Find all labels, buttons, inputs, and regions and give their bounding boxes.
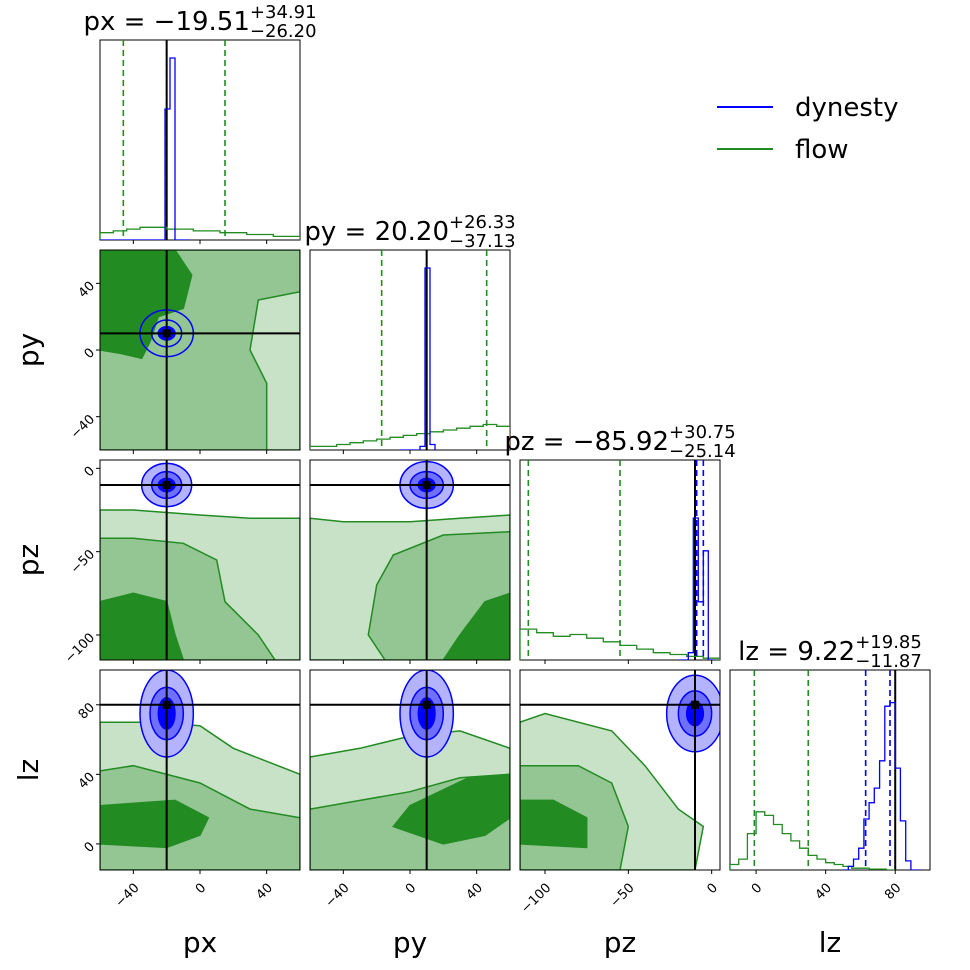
x-tick-label-lz: 0: [749, 881, 765, 897]
truth-marker-3-0: [162, 700, 171, 709]
title-py: py = 20.20: [304, 217, 449, 247]
title-lz: lz = 9.22: [738, 637, 855, 667]
x-axis-label-px: px: [183, 926, 217, 959]
x-tick-label-px: −40: [113, 881, 143, 911]
title-plus-px: +34.91: [250, 2, 317, 23]
x-tick-label-px: 0: [193, 881, 209, 897]
y-tick-label-lz: 80: [76, 700, 98, 722]
hist-dynesty-py: [400, 267, 436, 450]
x-tick-label-px: 40: [254, 881, 276, 903]
y-tick-label-py: −40: [68, 412, 98, 442]
title-minus-pz: −25.14: [669, 441, 736, 462]
y-axis-label-lz: lz: [12, 759, 45, 781]
x-axis-label-pz: pz: [604, 926, 636, 959]
truth-marker-2-1: [422, 481, 431, 489]
contour-fills: [100, 250, 705, 870]
title-pz: pz = −85.92: [504, 427, 669, 457]
x-axis-label-lz: lz: [819, 926, 841, 959]
flow-band-3-2-l2: [520, 799, 588, 849]
hist-dynesty-px: [100, 57, 190, 240]
legend-label-dynesty: dynesty: [795, 93, 899, 123]
legend: dynesty flow: [717, 93, 899, 165]
title-minus-px: −26.20: [250, 21, 317, 42]
hist-flow-px: [100, 226, 300, 240]
y-axis-label-py: py: [12, 333, 45, 367]
flow-band-1-0-l2: [100, 250, 193, 360]
x-tick-label-pz: −50: [608, 881, 638, 911]
title-px: px = −19.51: [83, 7, 249, 37]
y-tick-label-pz: −50: [68, 547, 98, 577]
hist-flow-lz: [730, 811, 896, 870]
x-axis-label-py: py: [393, 926, 427, 959]
panel-frame-3-2: [519, 669, 721, 871]
truth-marker-2-0: [162, 481, 171, 489]
x-tick-label-py: −40: [323, 881, 353, 911]
panel-frame-3-3: [729, 669, 931, 871]
panel-frame-1-1: [309, 249, 511, 451]
y-tick-label-pz: 0: [82, 464, 98, 480]
title-minus-lz: −11.87: [855, 651, 922, 672]
y-tick-label-py: 40: [76, 279, 98, 301]
panel-frame-0-0: [99, 39, 301, 241]
title-plus-pz: +30.75: [669, 422, 736, 443]
x-tick-label-lz: 40: [813, 881, 835, 903]
y-tick-label-py: 0: [82, 345, 98, 361]
y-axis-label-pz: pz: [12, 544, 45, 576]
x-tick-label-lz: 80: [882, 881, 904, 903]
x-tick-label-py: 0: [403, 881, 419, 897]
truth-marker-3-1: [422, 700, 431, 709]
hist-dynesty-pz: [678, 517, 714, 660]
title-minus-py: −37.13: [449, 231, 516, 252]
title-plus-py: +26.33: [449, 212, 516, 233]
y-tick-label-pz: −100: [62, 630, 98, 666]
legend-label-flow: flow: [795, 135, 849, 165]
y-tick-label-lz: 0: [82, 839, 98, 855]
x-tick-label-py: 40: [464, 881, 486, 903]
flow-band-3-1-l2: [392, 773, 510, 845]
truth-marker-1-0: [162, 329, 171, 338]
x-tick-label-pz: −100: [518, 881, 554, 917]
y-tick-label-lz: 40: [76, 770, 98, 792]
hist-dynesty-lz: [843, 701, 922, 870]
truth-marker-3-2: [691, 700, 699, 709]
hist-flow-py: [310, 423, 510, 450]
x-tick-label-pz: 0: [704, 881, 720, 897]
flow-band-2-1-l2: [442, 592, 510, 660]
title-plus-lz: +19.85: [855, 632, 922, 653]
